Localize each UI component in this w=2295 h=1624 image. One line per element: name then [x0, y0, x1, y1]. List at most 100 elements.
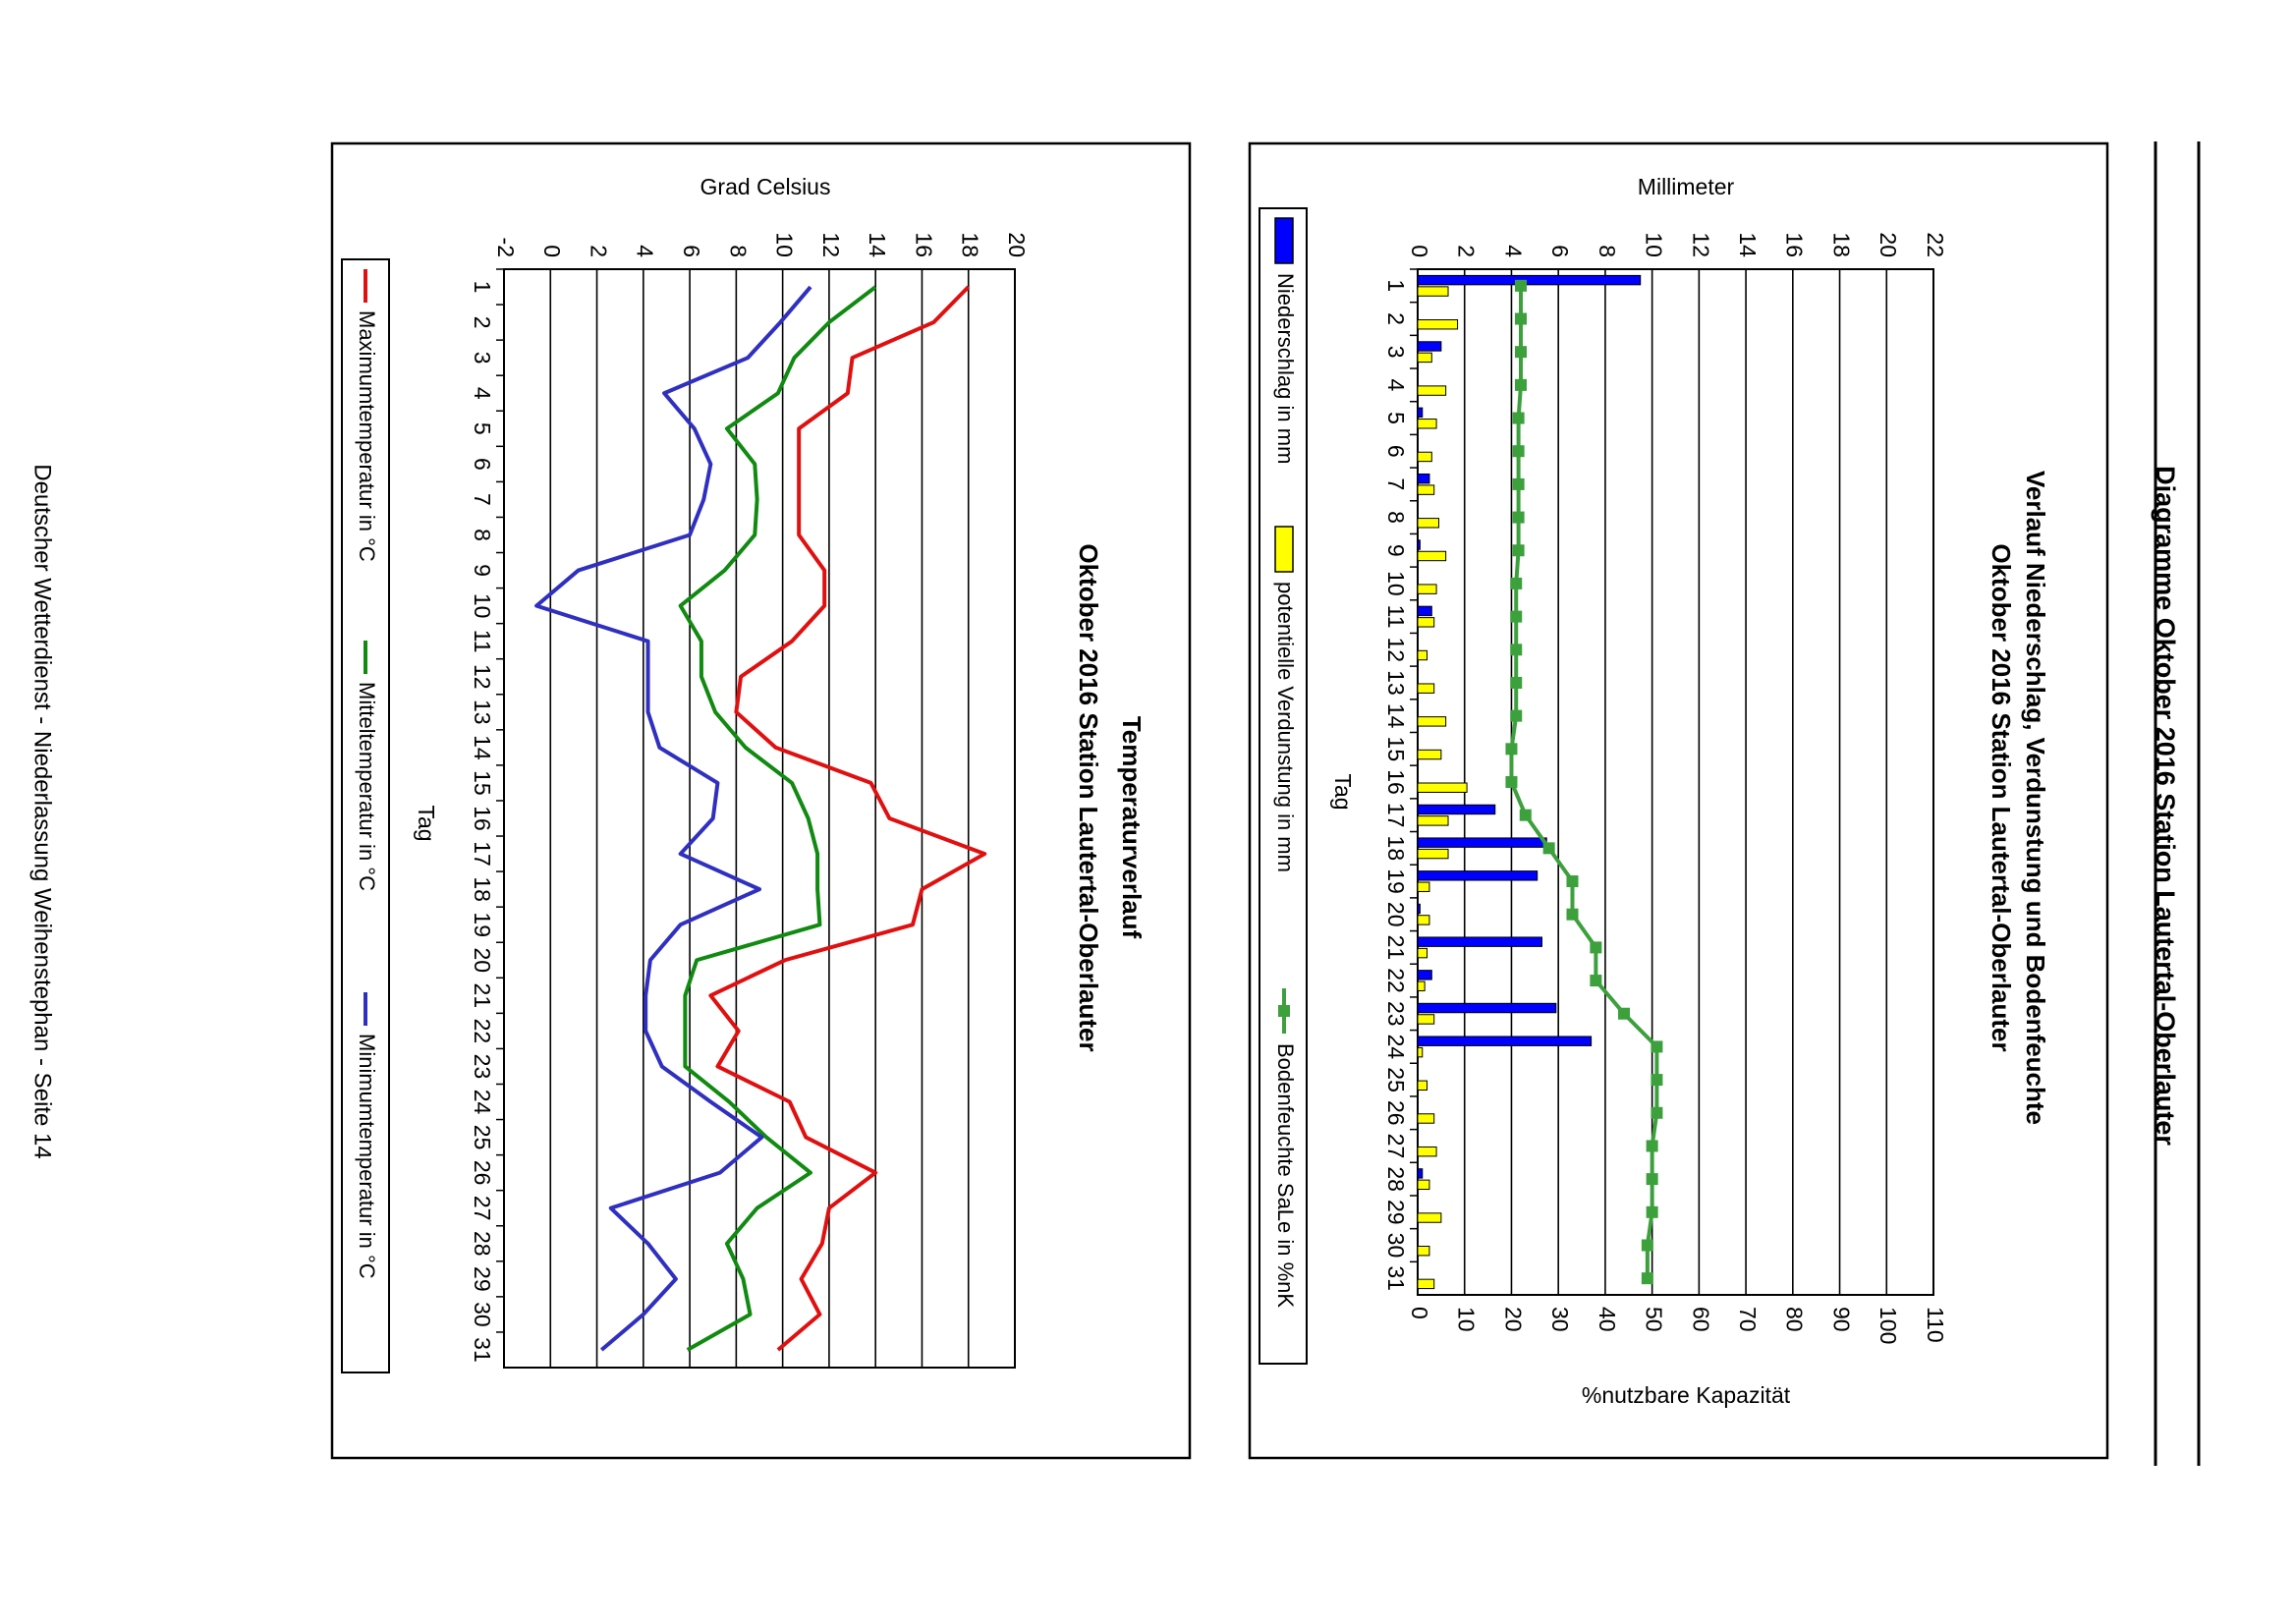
evaporation-bar — [1417, 947, 1428, 959]
soil-moisture-point — [1641, 1272, 1653, 1285]
x-tick-label: 11 — [1383, 605, 1409, 629]
evaporation-bar — [1417, 1245, 1430, 1257]
x-tick-label: 4 — [470, 387, 495, 400]
x-tick-label: 3 — [1383, 346, 1409, 359]
y-tick-label: 6 — [1547, 245, 1573, 257]
evaporation-bar — [1417, 848, 1449, 860]
soil-moisture-point — [1566, 875, 1579, 888]
y2-tick-label: 80 — [1782, 1307, 1808, 1332]
x-tick-label: 31 — [1383, 1265, 1409, 1291]
x-tick-label: 18 — [1383, 836, 1409, 862]
soil-moisture-point — [1512, 445, 1525, 458]
mean-temp-line — [678, 285, 877, 1352]
precipitation-bar — [1417, 936, 1542, 947]
x-tick-label: 19 — [470, 912, 495, 937]
evaporation-bar — [1417, 1014, 1435, 1025]
evaporation-bar — [1417, 881, 1430, 892]
evaporation-bar — [1417, 915, 1430, 925]
evaporation-bar — [1417, 584, 1437, 594]
y-tick-label: 12 — [818, 232, 844, 257]
chart2-frame — [330, 141, 1192, 1460]
x-tick-label: 8 — [470, 529, 495, 541]
x-tick-label: 26 — [470, 1160, 495, 1186]
chart-precipitation: Verlauf Niederschlag, Verdunstung und Bo… — [1248, 141, 2109, 1460]
soil-moisture-point — [1510, 676, 1523, 689]
page-footer: Deutscher Wetterdienst - Niederlassung W… — [29, 464, 56, 1159]
soil-moisture-point — [1590, 941, 1602, 954]
precipitation-bar — [1417, 970, 1432, 980]
precipitation-bar — [1417, 605, 1432, 617]
soil-moisture-point — [1505, 743, 1518, 756]
soil-moisture-point — [1510, 644, 1523, 656]
x-tick-label: 23 — [1383, 1001, 1409, 1027]
x-tick-label: 9 — [1383, 544, 1409, 557]
soil-moisture-point — [1646, 1173, 1658, 1186]
legend-marker — [1278, 1005, 1290, 1017]
evaporation-bar — [1417, 1212, 1442, 1223]
x-tick-label: 16 — [470, 806, 495, 831]
y-tick-label: 12 — [1688, 232, 1713, 257]
y-tick-label: 22 — [1923, 232, 1948, 257]
chart1-plot-area: 0 2 4 6 8 10 12 14 16 18 20 22123456789101112131415… — [1383, 232, 1948, 1344]
evaporation-bar — [1417, 815, 1449, 826]
legend-label: Maximumtemperatur in °C — [355, 310, 379, 562]
y2-tick-label: 30 — [1547, 1307, 1573, 1332]
max-temp-line — [708, 285, 987, 1352]
x-tick-label: 26 — [1383, 1100, 1409, 1126]
y-tick-label: 20 — [1004, 232, 1030, 257]
legend-box — [341, 258, 390, 1373]
precipitation-bar — [1417, 274, 1642, 286]
x-tick-label: 21 — [1383, 935, 1409, 961]
x-tick-label: 10 — [1383, 571, 1409, 596]
x-tick-label: 10 — [470, 593, 495, 619]
evaporation-bar — [1417, 1179, 1430, 1191]
y2-tick-label: 70 — [1735, 1307, 1761, 1332]
x-tick-label: 11 — [470, 630, 495, 653]
x-tick-label: 28 — [1383, 1166, 1409, 1192]
x-tick-label: 19 — [1383, 868, 1409, 894]
precipitation-bar — [1417, 341, 1442, 352]
x-tick-label: 1 — [1383, 279, 1409, 292]
chart1-y2label: %nutzbare Kapazität — [1582, 1382, 1791, 1408]
soil-moisture-point — [1512, 412, 1525, 424]
chart2-xlabel: Tag — [414, 805, 439, 841]
soil-moisture-point — [1542, 842, 1555, 855]
x-tick-label: 2 — [470, 316, 495, 329]
x-tick-label: 27 — [470, 1196, 495, 1221]
evaporation-bar — [1417, 419, 1437, 429]
x-tick-label: 17 — [1383, 803, 1409, 828]
soil-moisture-point — [1590, 975, 1602, 987]
x-tick-label: 29 — [1383, 1200, 1409, 1225]
y-tick-label: 6 — [679, 245, 704, 257]
x-tick-label: 12 — [470, 664, 495, 690]
x-tick-label: 7 — [1383, 478, 1409, 491]
evaporation-bar — [1417, 1080, 1428, 1092]
y2-tick-label: 0 — [1407, 1307, 1432, 1319]
y-tick-label: 0 — [539, 245, 565, 257]
y-tick-label: -2 — [493, 238, 519, 257]
legend-swatch — [1274, 217, 1294, 264]
precipitation-bar — [1417, 837, 1547, 848]
evaporation-bar — [1417, 518, 1439, 529]
soil-moisture-point — [1515, 312, 1527, 325]
evaporation-bar — [1417, 980, 1426, 991]
x-tick-label: 25 — [1383, 1067, 1409, 1092]
soil-moisture-point — [1651, 1040, 1663, 1053]
chart2-plot-area: -2 0 2 4 6 8 10 12 14 16 18 20123456789101112131415… — [470, 232, 1030, 1369]
legend-label: potentielle Verdunstung in mm — [1273, 582, 1298, 872]
x-tick-label: 6 — [1383, 445, 1409, 458]
evaporation-bar — [1417, 716, 1447, 727]
x-tick-label: 24 — [1383, 1035, 1409, 1060]
x-tick-label: 31 — [470, 1337, 495, 1363]
soil-moisture-point — [1651, 1074, 1663, 1087]
x-tick-label: 5 — [1383, 412, 1409, 424]
y-tick-label: 14 — [865, 232, 890, 257]
x-tick-label: 5 — [470, 422, 495, 435]
x-tick-label: 8 — [1383, 511, 1409, 524]
x-tick-label: 7 — [470, 493, 495, 506]
chart2-legend: Maximumtemperatur in °C Mitteltemperatur … — [341, 258, 390, 1373]
y-tick-label: 8 — [725, 245, 751, 257]
soil-moisture-point — [1641, 1239, 1653, 1252]
x-tick-label: 20 — [1383, 902, 1409, 927]
page-heading: Diagramme Oktober 2016 Station Lautertal… — [2151, 466, 2180, 1146]
